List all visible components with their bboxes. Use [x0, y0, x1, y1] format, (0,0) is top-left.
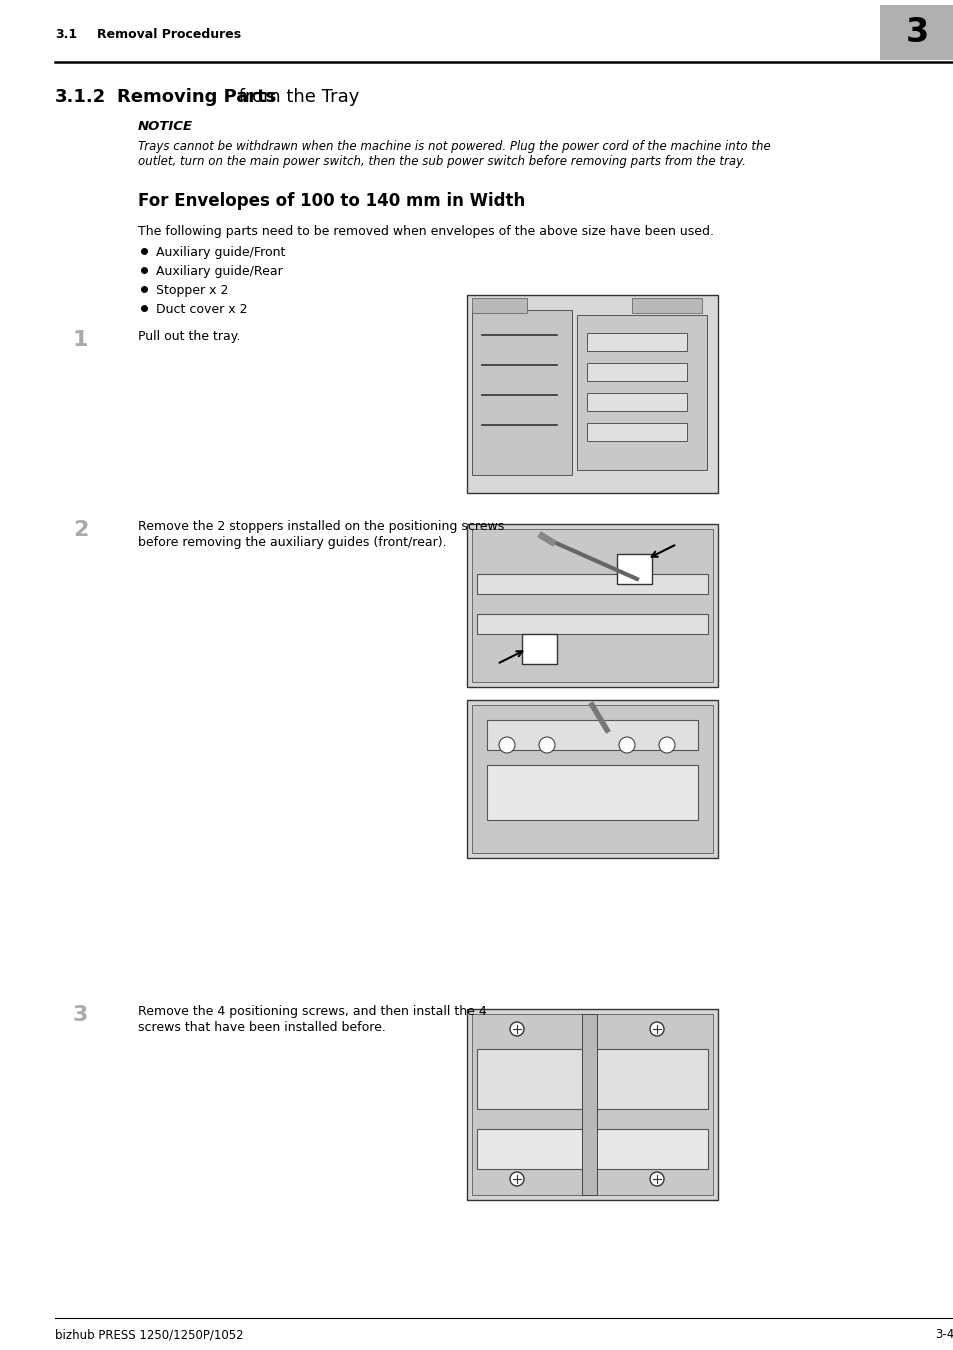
Bar — [476, 1049, 707, 1108]
Text: For Envelopes of 100 to 140 mm in Width: For Envelopes of 100 to 140 mm in Width — [138, 192, 525, 211]
Text: Stopper x 2: Stopper x 2 — [156, 284, 228, 297]
Bar — [586, 393, 686, 410]
Text: NOTICE: NOTICE — [138, 120, 193, 134]
Text: 1: 1 — [73, 329, 89, 350]
Bar — [467, 1008, 718, 1200]
Bar — [879, 5, 953, 59]
Bar — [467, 296, 718, 493]
Text: 3-4: 3-4 — [934, 1328, 953, 1341]
Bar — [472, 705, 712, 853]
Bar — [472, 1014, 712, 1195]
Circle shape — [618, 737, 635, 753]
Bar — [581, 1014, 597, 1195]
Bar — [476, 614, 707, 634]
Text: bizhub PRESS 1250/1250P/1052: bizhub PRESS 1250/1250P/1052 — [55, 1328, 243, 1341]
Circle shape — [649, 1022, 663, 1035]
Bar — [476, 1129, 707, 1169]
Bar — [472, 529, 712, 682]
Text: from the Tray: from the Tray — [233, 88, 359, 107]
Text: 3: 3 — [73, 1004, 89, 1025]
Text: Remove the 4 positioning screws, and then install the 4: Remove the 4 positioning screws, and the… — [138, 1004, 486, 1018]
Circle shape — [510, 1022, 523, 1035]
Text: Removing Parts: Removing Parts — [117, 88, 276, 107]
Text: Auxiliary guide/Rear: Auxiliary guide/Rear — [156, 265, 282, 278]
Text: Duct cover x 2: Duct cover x 2 — [156, 302, 247, 316]
Circle shape — [538, 737, 555, 753]
Bar — [486, 765, 698, 819]
Circle shape — [649, 1172, 663, 1187]
Text: outlet, turn on the main power switch, then the sub power switch before removing: outlet, turn on the main power switch, t… — [138, 155, 745, 167]
Text: 2: 2 — [73, 520, 89, 540]
Bar — [617, 554, 651, 585]
Text: The following parts need to be removed when envelopes of the above size have bee: The following parts need to be removed w… — [138, 225, 713, 238]
Bar — [586, 333, 686, 351]
Text: before removing the auxiliary guides (front/rear).: before removing the auxiliary guides (fr… — [138, 536, 446, 549]
Text: 3.1.2: 3.1.2 — [55, 88, 106, 107]
Text: screws that have been installed before.: screws that have been installed before. — [138, 1021, 385, 1034]
Bar — [467, 524, 718, 687]
Bar — [586, 363, 686, 381]
Bar — [586, 423, 686, 441]
Bar — [476, 574, 707, 594]
Bar — [467, 701, 718, 859]
Bar — [577, 315, 706, 470]
Text: Auxiliary guide/Front: Auxiliary guide/Front — [156, 246, 285, 259]
Bar — [472, 310, 572, 475]
Text: Removal Procedures: Removal Procedures — [97, 28, 241, 42]
Bar — [486, 720, 698, 751]
Bar — [472, 298, 526, 313]
Text: 3.1: 3.1 — [55, 28, 77, 42]
Circle shape — [498, 737, 515, 753]
Circle shape — [659, 737, 675, 753]
Bar — [521, 634, 557, 664]
Text: Pull out the tray.: Pull out the tray. — [138, 329, 240, 343]
Text: 3: 3 — [904, 16, 927, 49]
Text: Trays cannot be withdrawn when the machine is not powered. Plug the power cord o: Trays cannot be withdrawn when the machi… — [138, 140, 770, 153]
Bar — [631, 298, 701, 313]
Text: Remove the 2 stoppers installed on the positioning screws: Remove the 2 stoppers installed on the p… — [138, 520, 504, 533]
Circle shape — [510, 1172, 523, 1187]
